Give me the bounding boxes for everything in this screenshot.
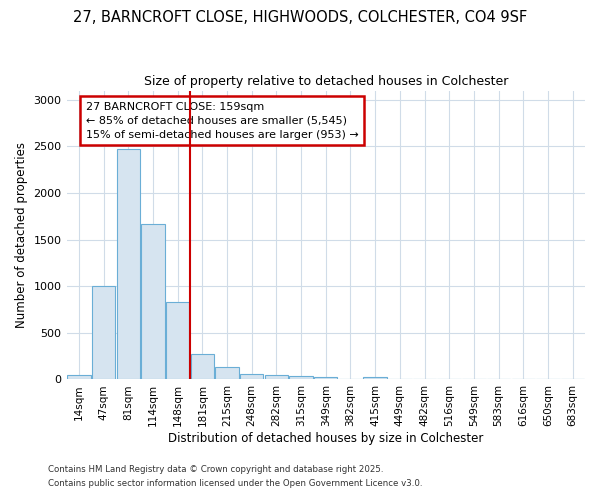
Bar xyxy=(191,354,214,380)
Title: Size of property relative to detached houses in Colchester: Size of property relative to detached ho… xyxy=(143,75,508,88)
Bar xyxy=(67,375,91,380)
Bar xyxy=(92,286,115,380)
Bar xyxy=(289,376,313,380)
Bar xyxy=(215,368,239,380)
Y-axis label: Number of detached properties: Number of detached properties xyxy=(15,142,28,328)
Bar xyxy=(265,375,288,380)
X-axis label: Distribution of detached houses by size in Colchester: Distribution of detached houses by size … xyxy=(168,432,484,445)
Text: 27, BARNCROFT CLOSE, HIGHWOODS, COLCHESTER, CO4 9SF: 27, BARNCROFT CLOSE, HIGHWOODS, COLCHEST… xyxy=(73,10,527,25)
Bar xyxy=(314,377,337,380)
Bar xyxy=(141,224,164,380)
Bar xyxy=(116,149,140,380)
Text: Contains HM Land Registry data © Crown copyright and database right 2025.: Contains HM Land Registry data © Crown c… xyxy=(48,466,383,474)
Bar xyxy=(240,374,263,380)
Text: 27 BARNCROFT CLOSE: 159sqm
← 85% of detached houses are smaller (5,545)
15% of s: 27 BARNCROFT CLOSE: 159sqm ← 85% of deta… xyxy=(86,102,359,140)
Bar xyxy=(364,377,387,380)
Bar xyxy=(166,302,190,380)
Text: Contains public sector information licensed under the Open Government Licence v3: Contains public sector information licen… xyxy=(48,479,422,488)
